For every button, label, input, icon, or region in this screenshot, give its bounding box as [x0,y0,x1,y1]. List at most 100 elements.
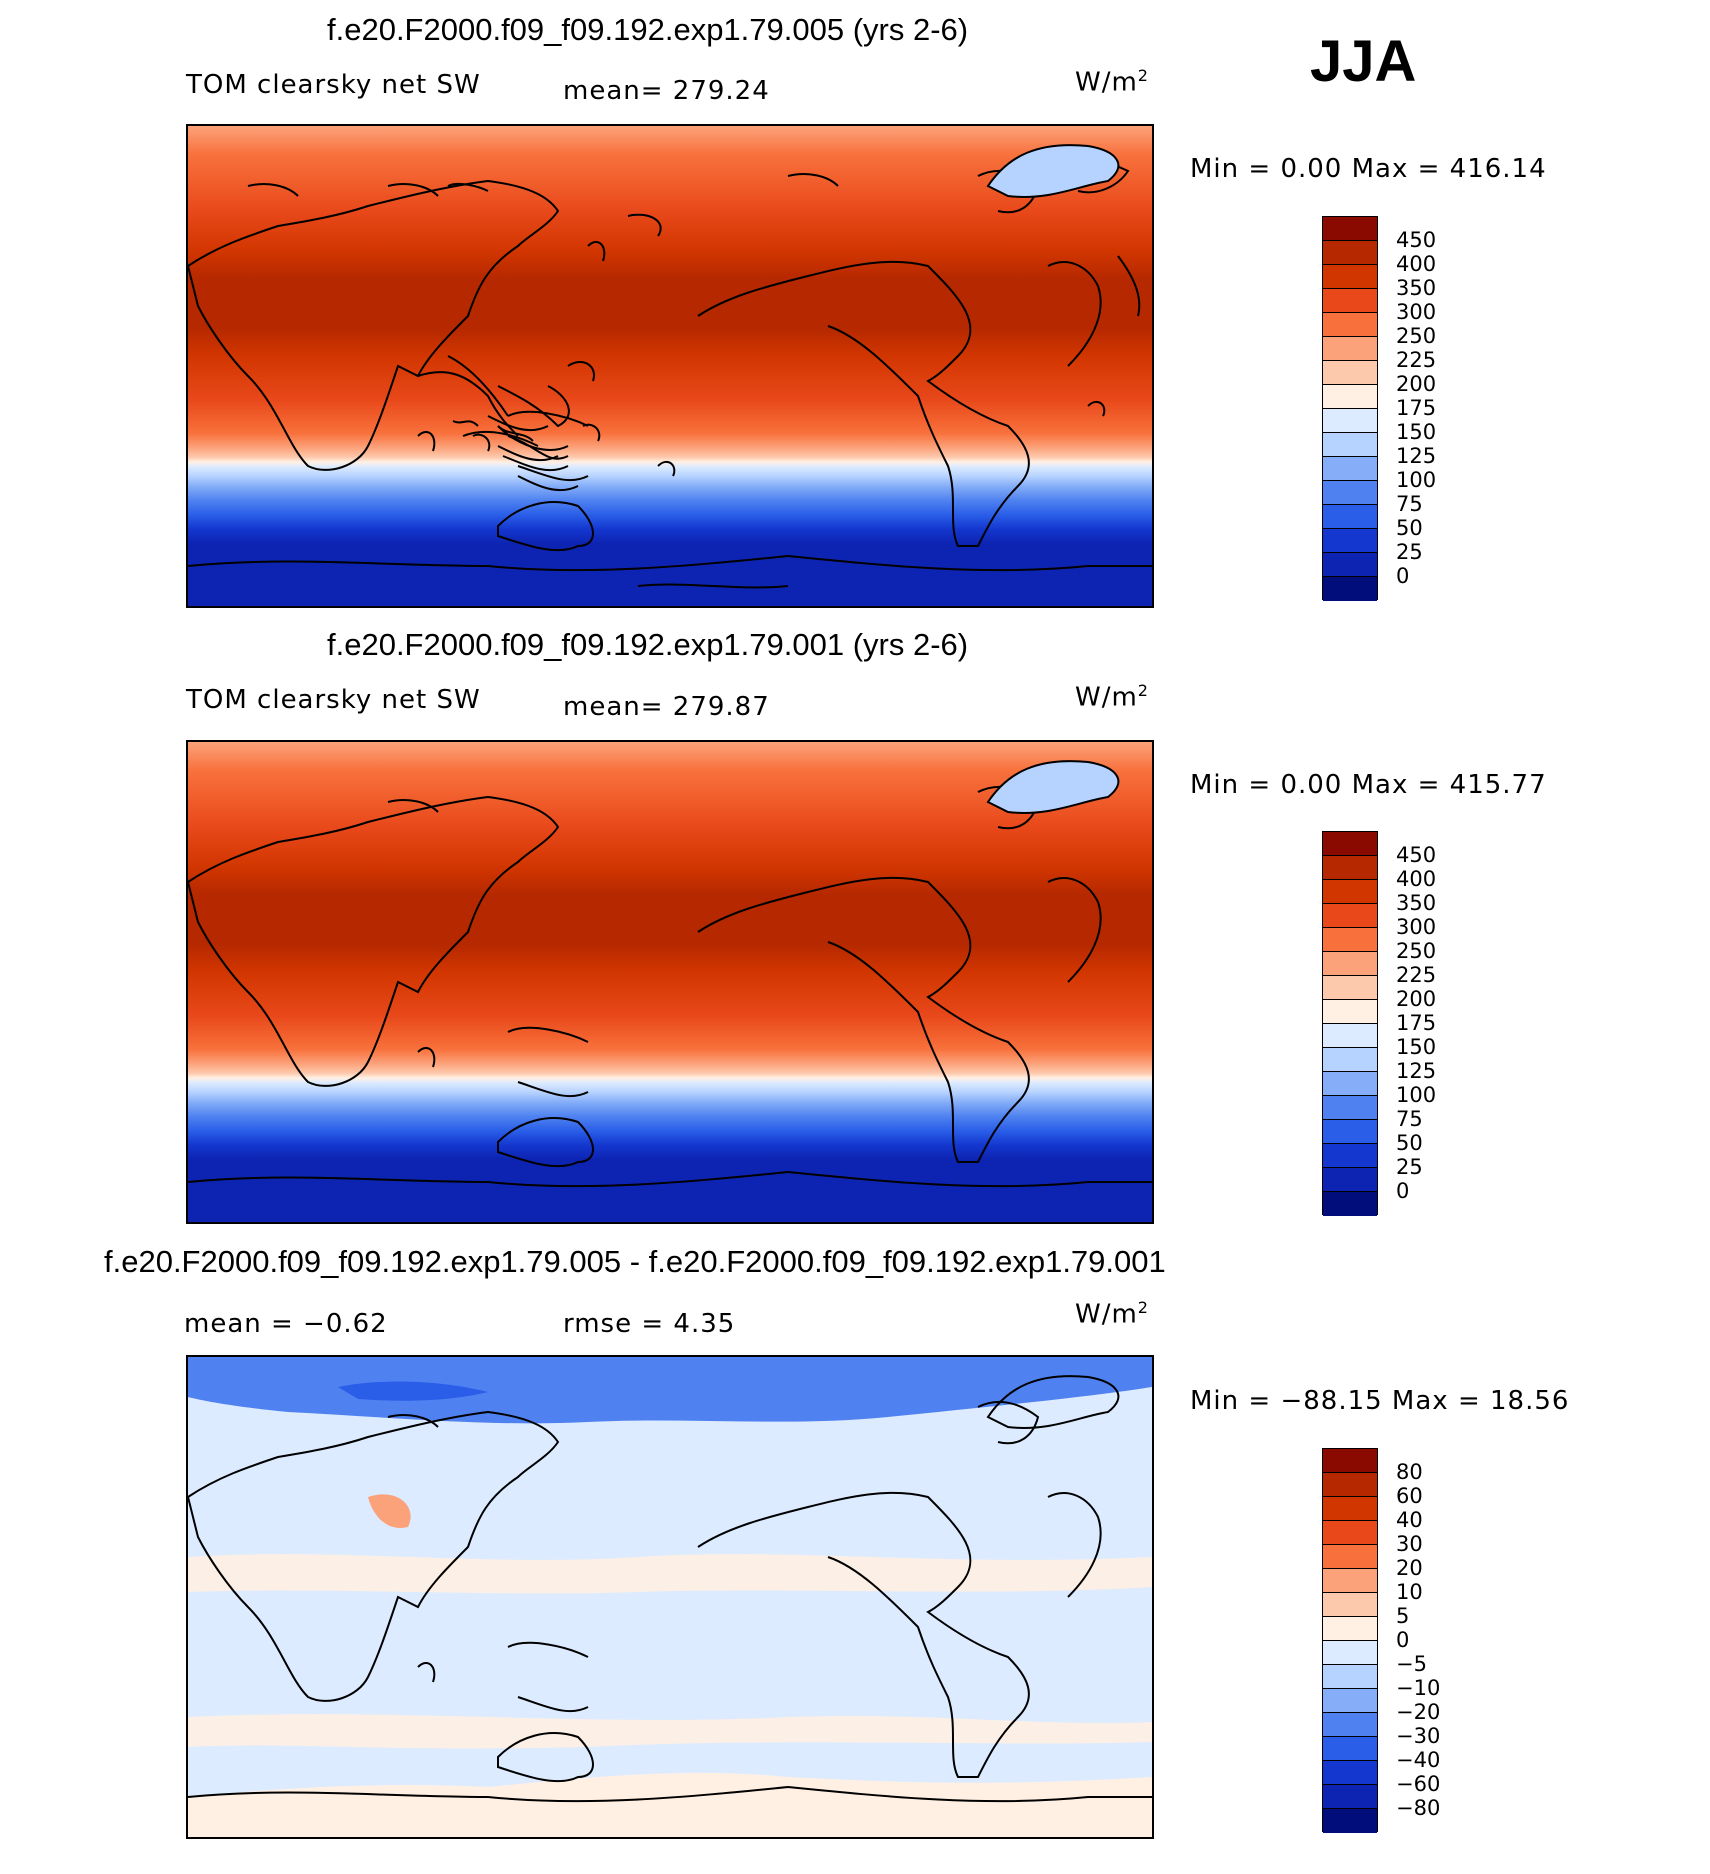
map-plot [186,124,1154,608]
coastlines [188,785,1152,1188]
colorbar-tick-label: 50 [1396,516,1423,540]
colorbar-tick-label: 40 [1396,1508,1423,1532]
colorbar-swatch [1323,265,1377,289]
colorbar-swatch [1323,433,1377,457]
colorbar-tick-label: −60 [1396,1772,1441,1796]
colorbar-swatch [1323,457,1377,481]
colorbar-swatch [1323,1144,1377,1168]
map-plot [186,1355,1154,1839]
colorbar [1322,216,1378,601]
colorbar-tick-label: 225 [1396,348,1437,372]
colorbar-swatch [1323,577,1377,601]
colorbar-swatch [1323,928,1377,952]
colorbar-tick-label: −80 [1396,1796,1441,1820]
colorbar-swatch [1323,385,1377,409]
panel-title: f.e20.F2000.f09_f09.192.exp1.79.005 - f.… [104,1244,1166,1279]
panel-title: f.e20.F2000.f09_f09.192.exp1.79.005 (yrs… [327,12,969,47]
colorbar-swatch [1323,1713,1377,1737]
minmax-label: Min = 0.00 Max = 416.14 [1190,154,1547,184]
colorbar-tick-label: 200 [1396,987,1437,1011]
colorbar-swatch [1323,832,1377,856]
colorbar-swatch [1323,1617,1377,1641]
colorbar-swatch [1323,481,1377,505]
colorbar-tick-label: 450 [1396,843,1437,867]
colorbar-swatch [1323,1521,1377,1545]
panel-title: f.e20.F2000.f09_f09.192.exp1.79.001 (yrs… [327,627,969,662]
colorbar-swatch [1323,1024,1377,1048]
greenland [986,144,1120,198]
greenland [986,760,1120,814]
colorbar-tick-label: 25 [1396,1155,1423,1179]
colorbar-tick-label: 175 [1396,396,1437,420]
colorbar-swatch [1323,241,1377,265]
variable-label: TOM clearsky net SW [186,70,481,100]
colorbar-tick-label: 25 [1396,540,1423,564]
colorbar-swatch [1323,361,1377,385]
units-label: W/m2 [1075,1298,1149,1330]
colorbar-swatch [1323,1809,1377,1833]
colorbar-tick-label: 300 [1396,300,1437,324]
colorbar-tick-label: 75 [1396,1107,1423,1131]
colorbar-swatch [1323,1689,1377,1713]
colorbar-swatch [1323,1096,1377,1120]
colorbar-swatch [1323,1168,1377,1192]
colorbar-tick-label: 200 [1396,372,1437,396]
season-label: JJA [1310,29,1417,94]
minmax-label: Min = 0.00 Max = 415.77 [1190,770,1547,800]
colorbar-tick-label: 0 [1396,564,1410,588]
colorbar-swatch [1323,1545,1377,1569]
colorbar-tick-label: 400 [1396,867,1437,891]
colorbar-tick-label: 225 [1396,963,1437,987]
colorbar-tick-label: 60 [1396,1484,1423,1508]
colorbar-tick-label: 125 [1396,1059,1437,1083]
colorbar-swatch [1323,1593,1377,1617]
minmax-label: Min = −88.15 Max = 18.56 [1190,1386,1570,1416]
colorbar-swatch [1323,553,1377,577]
colorbar-swatch [1323,1449,1377,1473]
colorbar-swatch [1323,1761,1377,1785]
coastlines [188,159,1152,589]
map-field [188,742,1152,1222]
colorbar-swatch [1323,976,1377,1000]
colorbar-swatch [1323,337,1377,361]
colorbar-tick-label: 350 [1396,276,1437,300]
colorbar-swatch [1323,1120,1377,1144]
mean-label: mean= 279.24 [563,76,770,106]
map-field [188,1357,1152,1837]
colorbar-swatch [1323,1641,1377,1665]
colorbar-tick-label: −10 [1396,1676,1441,1700]
variable-label: TOM clearsky net SW [186,685,481,715]
map-field [188,126,1152,606]
rmse-label: rmse = 4.35 [563,1309,736,1339]
colorbar-tick-label: 30 [1396,1532,1423,1556]
colorbar-tick-label: 80 [1396,1460,1423,1484]
colorbar-swatch [1323,1473,1377,1497]
colorbar-tick-label: −40 [1396,1748,1441,1772]
colorbar-tick-label: 100 [1396,468,1437,492]
colorbar-tick-label: 300 [1396,915,1437,939]
colorbar-swatch [1323,880,1377,904]
colorbar-swatch [1323,1497,1377,1521]
colorbar-swatch [1323,1785,1377,1809]
mean-label: mean= 279.87 [563,692,770,722]
colorbar-swatch [1323,409,1377,433]
colorbar-swatch [1323,1569,1377,1593]
colorbar-tick-label: 10 [1396,1580,1423,1604]
map-plot [186,740,1154,1224]
colorbar-swatch [1323,529,1377,553]
coastlines [188,1375,1152,1803]
colorbar-tick-label: −20 [1396,1700,1441,1724]
colorbar-swatch [1323,217,1377,241]
colorbar-swatch [1323,904,1377,928]
colorbar-tick-label: 0 [1396,1628,1410,1652]
colorbar-tick-label: 250 [1396,939,1437,963]
colorbar-tick-label: 350 [1396,891,1437,915]
colorbar-tick-label: 150 [1396,1035,1437,1059]
colorbar-swatch [1323,1192,1377,1216]
colorbar-swatch [1323,1665,1377,1689]
mean-label: mean = −0.62 [184,1309,388,1339]
colorbar-tick-label: 175 [1396,1011,1437,1035]
colorbar-tick-label: 5 [1396,1604,1410,1628]
units-label: W/m2 [1075,681,1149,713]
colorbar-swatch [1323,505,1377,529]
